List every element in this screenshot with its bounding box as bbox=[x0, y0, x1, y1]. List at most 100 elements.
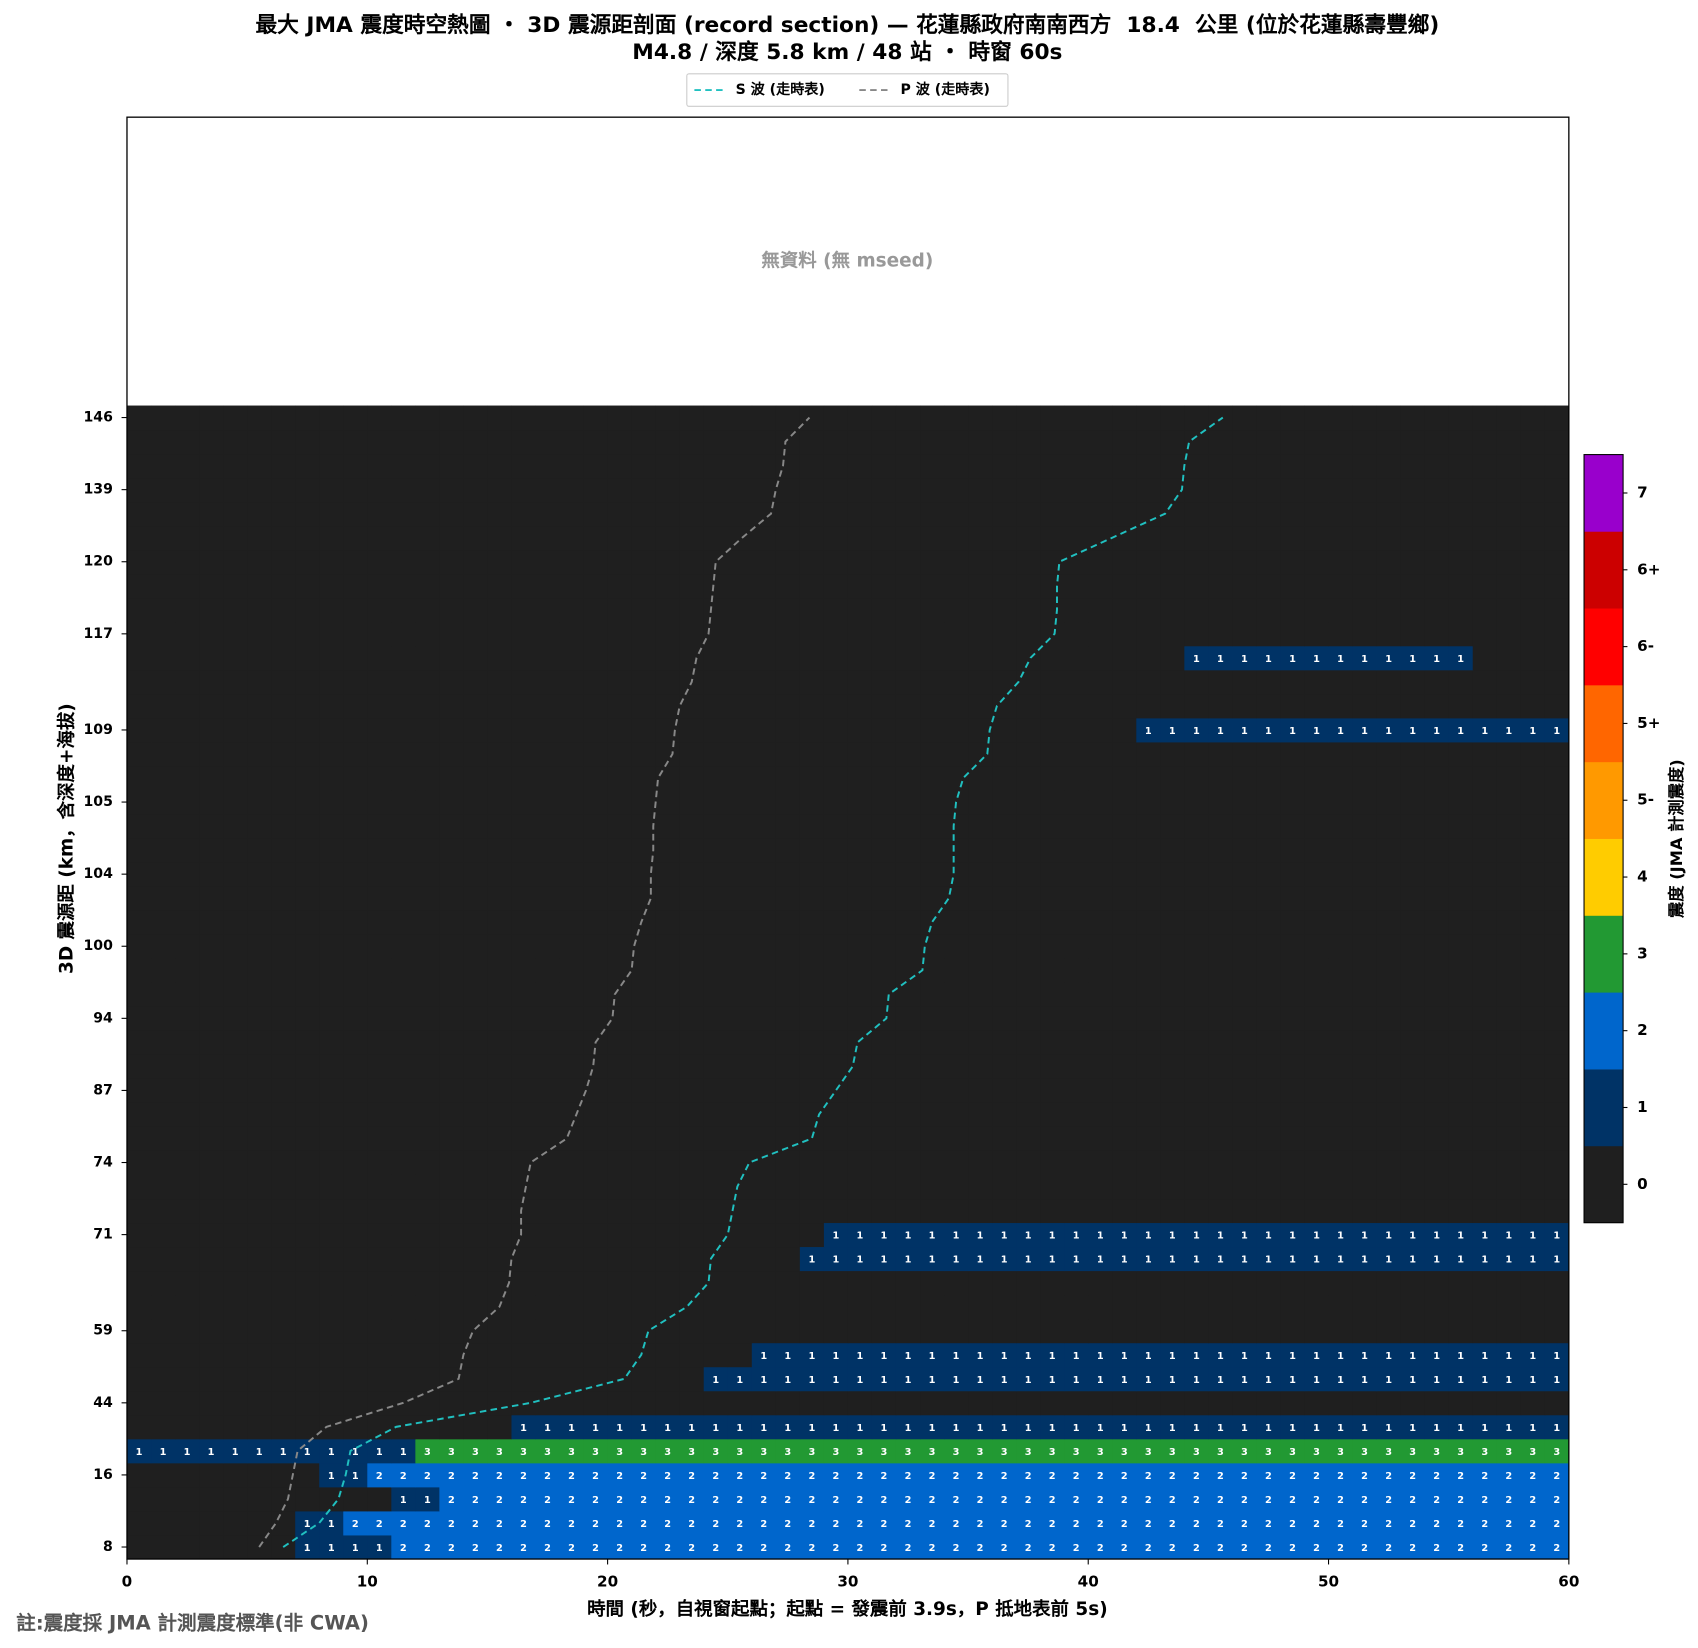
cell-label: 1 bbox=[1145, 1423, 1152, 1434]
heatmap-cell bbox=[199, 525, 224, 551]
heatmap-cell bbox=[487, 958, 512, 983]
cell-label: 2 bbox=[400, 1471, 407, 1482]
heatmap-cell bbox=[992, 766, 1017, 791]
heatmap-cell bbox=[511, 429, 536, 455]
heatmap-cell bbox=[1112, 766, 1137, 791]
heatmap-cell bbox=[1328, 597, 1354, 623]
heatmap-cell bbox=[1496, 549, 1522, 575]
heatmap-cell bbox=[223, 693, 248, 719]
cell-label: 3 bbox=[1121, 1447, 1128, 1458]
heatmap-cell bbox=[992, 405, 1017, 431]
cell-label: 2 bbox=[1049, 1471, 1056, 1482]
heatmap-cell bbox=[319, 766, 344, 791]
heatmap-cell bbox=[1328, 429, 1354, 455]
cell-label: 1 bbox=[1553, 726, 1560, 737]
heatmap-cell bbox=[463, 573, 488, 599]
cell-label: 2 bbox=[544, 1519, 551, 1530]
cell-label: 3 bbox=[496, 1447, 503, 1458]
heatmap-cell bbox=[920, 405, 945, 431]
heatmap-cell bbox=[1232, 1535, 1257, 1560]
heatmap-cell bbox=[1016, 573, 1041, 599]
heatmap-cell bbox=[439, 477, 464, 503]
heatmap-cell bbox=[1232, 453, 1257, 479]
heatmap-cell bbox=[823, 477, 849, 503]
heatmap-cell bbox=[1232, 573, 1257, 599]
heatmap-cell bbox=[151, 1438, 176, 1464]
heatmap-cell bbox=[1208, 549, 1233, 575]
heatmap-cell bbox=[1112, 1006, 1137, 1031]
heatmap-cell bbox=[1016, 886, 1041, 911]
heatmap-cell bbox=[871, 1535, 897, 1560]
heatmap-cell bbox=[126, 1294, 152, 1320]
cell-label: 2 bbox=[448, 1543, 455, 1554]
heatmap-cell bbox=[1520, 934, 1546, 959]
heatmap-cell bbox=[1136, 573, 1161, 599]
heatmap-cell bbox=[223, 862, 248, 887]
heatmap-cell bbox=[1424, 1270, 1450, 1296]
heatmap-cell bbox=[992, 838, 1017, 863]
cell-label: 1 bbox=[1481, 1423, 1488, 1434]
heatmap-cell bbox=[631, 1294, 657, 1320]
heatmap-cell bbox=[511, 621, 536, 647]
heatmap-cell bbox=[1496, 1126, 1522, 1151]
heatmap-cell bbox=[247, 862, 272, 887]
heatmap-cell bbox=[1424, 1414, 1450, 1440]
heatmap-cell bbox=[1328, 886, 1354, 911]
heatmap-cell bbox=[920, 862, 945, 887]
heatmap-cell bbox=[1256, 573, 1281, 599]
heatmap-cell bbox=[1472, 429, 1498, 455]
heatmap-cell bbox=[703, 1126, 729, 1151]
heatmap-cell bbox=[968, 1126, 993, 1151]
heatmap-cell bbox=[511, 1462, 536, 1488]
heatmap-cell bbox=[559, 886, 585, 911]
heatmap-cell bbox=[559, 1366, 585, 1392]
heatmap-cell bbox=[463, 934, 488, 959]
heatmap-cell bbox=[175, 1198, 200, 1224]
heatmap-cell bbox=[343, 1174, 368, 1200]
heatmap-cell bbox=[439, 1078, 464, 1103]
heatmap-cell bbox=[1304, 958, 1329, 983]
cell-label: 1 bbox=[1385, 1255, 1392, 1266]
heatmap-cell bbox=[751, 766, 777, 791]
heatmap-cell bbox=[199, 477, 224, 503]
heatmap-cell bbox=[559, 790, 585, 815]
heatmap-cell bbox=[391, 1462, 416, 1488]
heatmap-cell bbox=[1064, 1390, 1089, 1416]
heatmap-cell bbox=[1424, 1366, 1450, 1392]
heatmap-cell bbox=[1328, 1510, 1354, 1536]
cell-label: 2 bbox=[1385, 1519, 1392, 1530]
heatmap-cell bbox=[823, 405, 849, 431]
cell-label: 2 bbox=[1529, 1543, 1536, 1554]
heatmap-cell bbox=[1064, 1462, 1089, 1488]
chart-title: 最大 JMA 震度時空熱圖 ・ 3D 震源距剖面 (record section… bbox=[255, 12, 1439, 38]
heatmap-cell bbox=[1400, 1390, 1426, 1416]
heatmap-cell bbox=[1496, 1535, 1522, 1560]
heatmap-cell bbox=[1544, 1150, 1570, 1175]
heatmap-cell bbox=[391, 814, 416, 839]
heatmap-cell bbox=[727, 766, 753, 791]
heatmap-cell bbox=[920, 982, 945, 1007]
cell-label: 2 bbox=[1241, 1543, 1248, 1554]
heatmap-cell bbox=[559, 621, 585, 647]
heatmap-cell bbox=[126, 669, 152, 695]
heatmap-cell bbox=[1208, 982, 1233, 1007]
cell-label: 2 bbox=[857, 1543, 864, 1554]
heatmap-cell bbox=[343, 1486, 368, 1512]
heatmap-cell bbox=[847, 1174, 873, 1200]
heatmap-cell bbox=[271, 1126, 296, 1151]
heatmap-cell bbox=[823, 453, 849, 479]
heatmap-cell bbox=[367, 669, 392, 695]
heatmap-cell bbox=[847, 1486, 873, 1512]
heatmap-cell bbox=[871, 1486, 897, 1512]
heatmap-cell bbox=[271, 766, 296, 791]
heatmap-cell bbox=[151, 1006, 176, 1031]
heatmap-cell bbox=[1328, 1198, 1354, 1224]
heatmap-cell bbox=[1352, 1174, 1378, 1200]
heatmap-cell bbox=[415, 1535, 440, 1560]
heatmap-cell bbox=[920, 910, 945, 935]
heatmap-cell bbox=[871, 1342, 897, 1368]
heatmap-cell bbox=[1040, 1535, 1065, 1560]
heatmap-cell bbox=[920, 1030, 945, 1055]
heatmap-cell bbox=[1472, 1126, 1498, 1151]
heatmap-cell bbox=[1376, 525, 1402, 551]
